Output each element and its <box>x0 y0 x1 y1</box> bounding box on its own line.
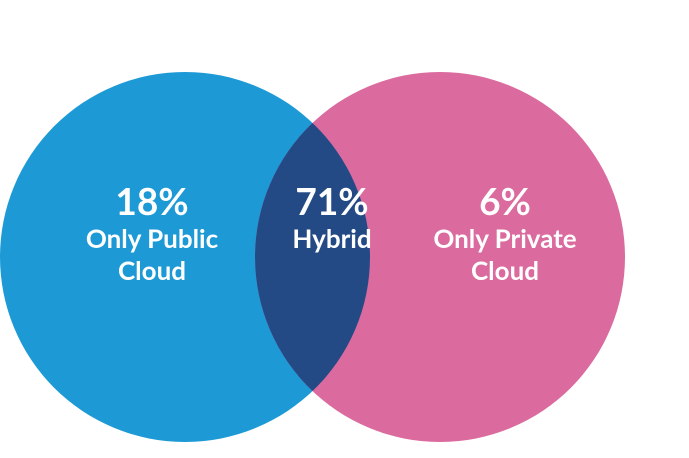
value-label: 71% <box>295 178 369 223</box>
set-overlap <box>254 122 370 392</box>
region-label: 18% Only Public Cloud <box>67 178 237 287</box>
region-label: 71% Hybrid <box>267 178 397 255</box>
region-label: 6% Only Private Cloud <box>405 178 605 287</box>
value-label: 18% <box>115 178 189 223</box>
category-label: Hybrid <box>292 222 372 254</box>
category-label: Only Public Cloud <box>85 222 219 286</box>
set-right <box>255 72 625 442</box>
set-left <box>0 72 370 442</box>
value-label: 6% <box>479 178 531 223</box>
category-label: Only Private Cloud <box>433 222 577 286</box>
